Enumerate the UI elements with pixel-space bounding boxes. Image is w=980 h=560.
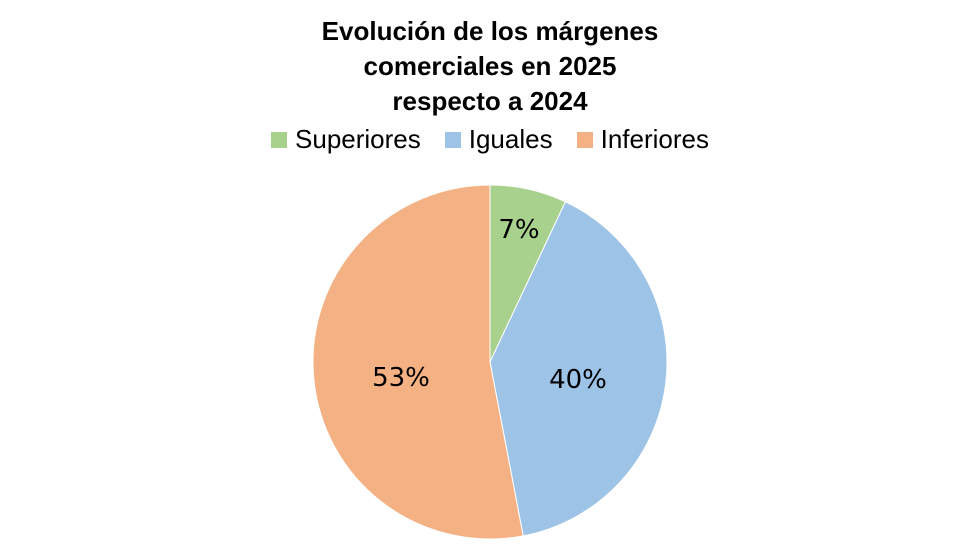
legend-swatch-blue	[444, 131, 461, 148]
legend-label: Inferiores	[600, 124, 709, 154]
legend-item-iguales: Iguales	[444, 124, 553, 155]
chart-legend: Superiores Iguales Inferiores	[0, 124, 980, 155]
title-line-2: comerciales en 2025	[363, 51, 617, 81]
legend-label: Superiores	[295, 124, 421, 154]
pie-slice-inferiores	[312, 184, 524, 540]
chart-title: Evolución de los márgenes comerciales en…	[0, 14, 980, 119]
legend-item-superiores: Superiores	[271, 124, 421, 155]
slice-label-inferiores: 53%	[372, 363, 430, 393]
title-line-1: Evolución de los márgenes	[321, 16, 659, 46]
legend-swatch-orange	[576, 131, 593, 148]
pie-slice-iguales	[489, 201, 668, 537]
legend-label: Iguales	[468, 124, 553, 154]
legend-swatch-green	[271, 131, 288, 148]
slice-label-superiores: 7%	[498, 215, 539, 245]
legend-item-inferiores: Inferiores	[576, 124, 709, 155]
title-line-3: respecto a 2024	[392, 86, 588, 116]
slice-label-iguales: 40%	[549, 365, 607, 395]
